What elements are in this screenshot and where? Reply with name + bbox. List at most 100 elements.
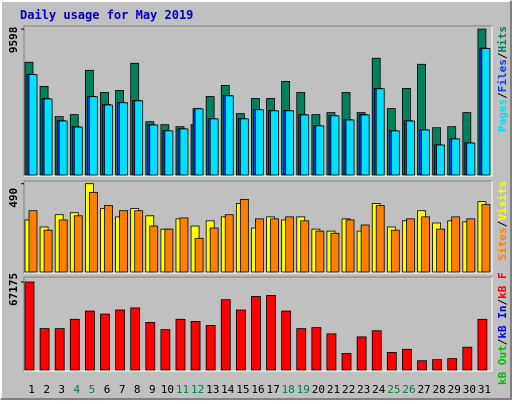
bar xyxy=(194,237,204,273)
bar xyxy=(119,102,128,176)
x-tick-label: 17 xyxy=(266,383,279,396)
legend-separator: / xyxy=(496,52,509,59)
bar xyxy=(88,96,98,176)
plot-bevel xyxy=(24,26,493,177)
bar xyxy=(100,313,110,371)
x-tick-label: 31 xyxy=(478,383,491,396)
bar xyxy=(375,205,385,273)
bar xyxy=(462,346,473,371)
x-tick-label: 29 xyxy=(448,383,461,396)
x-tick-label: 22 xyxy=(342,383,355,396)
bar xyxy=(28,210,38,273)
bar xyxy=(58,219,68,273)
bar xyxy=(360,114,370,176)
bar xyxy=(164,228,174,273)
legend-entry: kB Out xyxy=(496,345,509,385)
bar xyxy=(281,310,292,371)
x-tick-label: 24 xyxy=(372,383,386,396)
bar xyxy=(119,210,128,273)
bar xyxy=(134,210,144,273)
legend: kB Out/kB In/kB F xyxy=(496,272,509,385)
bar xyxy=(160,329,171,371)
x-tick-label: 20 xyxy=(312,383,325,396)
bar xyxy=(58,120,68,176)
x-tick-label: 16 xyxy=(251,383,264,396)
bar xyxy=(73,126,83,176)
bar xyxy=(130,307,141,371)
x-tick-label: 13 xyxy=(206,383,219,396)
x-tick-label: 7 xyxy=(119,383,126,396)
legend: Pages/Files/Hits xyxy=(496,26,509,132)
bar xyxy=(149,225,159,273)
y-tick-label: 9598 xyxy=(7,27,20,54)
x-tick-label: 2 xyxy=(43,383,50,396)
bar xyxy=(300,114,310,176)
chart-title: Daily usage for May 2019 xyxy=(20,8,193,22)
bar xyxy=(360,224,370,273)
legend-separator: / xyxy=(496,92,509,99)
x-tick-label: 26 xyxy=(402,383,415,396)
x-tick-label: 30 xyxy=(463,383,476,396)
x-tick-label: 21 xyxy=(327,383,340,396)
bar xyxy=(54,328,65,371)
bar xyxy=(224,214,234,273)
bar xyxy=(104,205,113,273)
bar xyxy=(356,336,367,371)
bar xyxy=(390,229,400,273)
x-tick-label: 4 xyxy=(74,383,81,396)
bar xyxy=(296,328,307,371)
bar xyxy=(205,325,216,371)
bar xyxy=(386,352,397,371)
bar xyxy=(209,118,219,176)
bar xyxy=(194,108,204,176)
bar xyxy=(330,115,340,176)
bar xyxy=(375,88,385,176)
bar xyxy=(436,228,446,273)
bar xyxy=(134,100,144,176)
bar xyxy=(24,281,35,371)
bar xyxy=(466,218,476,273)
bar xyxy=(315,230,325,273)
bar xyxy=(84,310,95,371)
bar xyxy=(73,215,83,273)
plot-bevel xyxy=(24,277,493,372)
x-tick-label: 15 xyxy=(236,383,249,396)
bar xyxy=(345,219,355,273)
y-tick-label: 490 xyxy=(7,188,20,208)
bar xyxy=(28,74,38,176)
bar xyxy=(311,327,322,371)
bar xyxy=(417,360,427,371)
bar xyxy=(220,299,231,371)
bar xyxy=(239,118,249,176)
bar xyxy=(371,330,382,371)
bar xyxy=(255,218,264,273)
x-tick-label: 6 xyxy=(104,383,111,396)
legend-entry: Files xyxy=(496,59,509,92)
bar xyxy=(432,359,443,371)
bar xyxy=(285,110,295,176)
bar xyxy=(421,129,430,176)
x-tick-label: 5 xyxy=(89,383,96,396)
x-tick-label: 10 xyxy=(161,383,174,396)
x-tick-label: 8 xyxy=(134,383,141,396)
x-tick-label: 12 xyxy=(191,383,204,396)
bar xyxy=(300,220,310,273)
bar xyxy=(270,110,279,176)
bar xyxy=(209,227,219,273)
legend-separator: / xyxy=(496,220,509,227)
bar xyxy=(88,191,98,273)
bar xyxy=(69,318,80,371)
bar xyxy=(466,142,476,176)
bar xyxy=(235,309,246,371)
bar xyxy=(224,95,234,176)
x-tick-label: 14 xyxy=(221,383,235,396)
legend-entry: Pages xyxy=(496,99,509,132)
y-tick-label: 67175 xyxy=(7,273,20,306)
bar xyxy=(255,109,264,176)
bar xyxy=(251,296,261,371)
x-tick-label: 11 xyxy=(176,383,189,396)
legend-entry: Visits xyxy=(496,181,509,221)
bar xyxy=(164,130,174,176)
